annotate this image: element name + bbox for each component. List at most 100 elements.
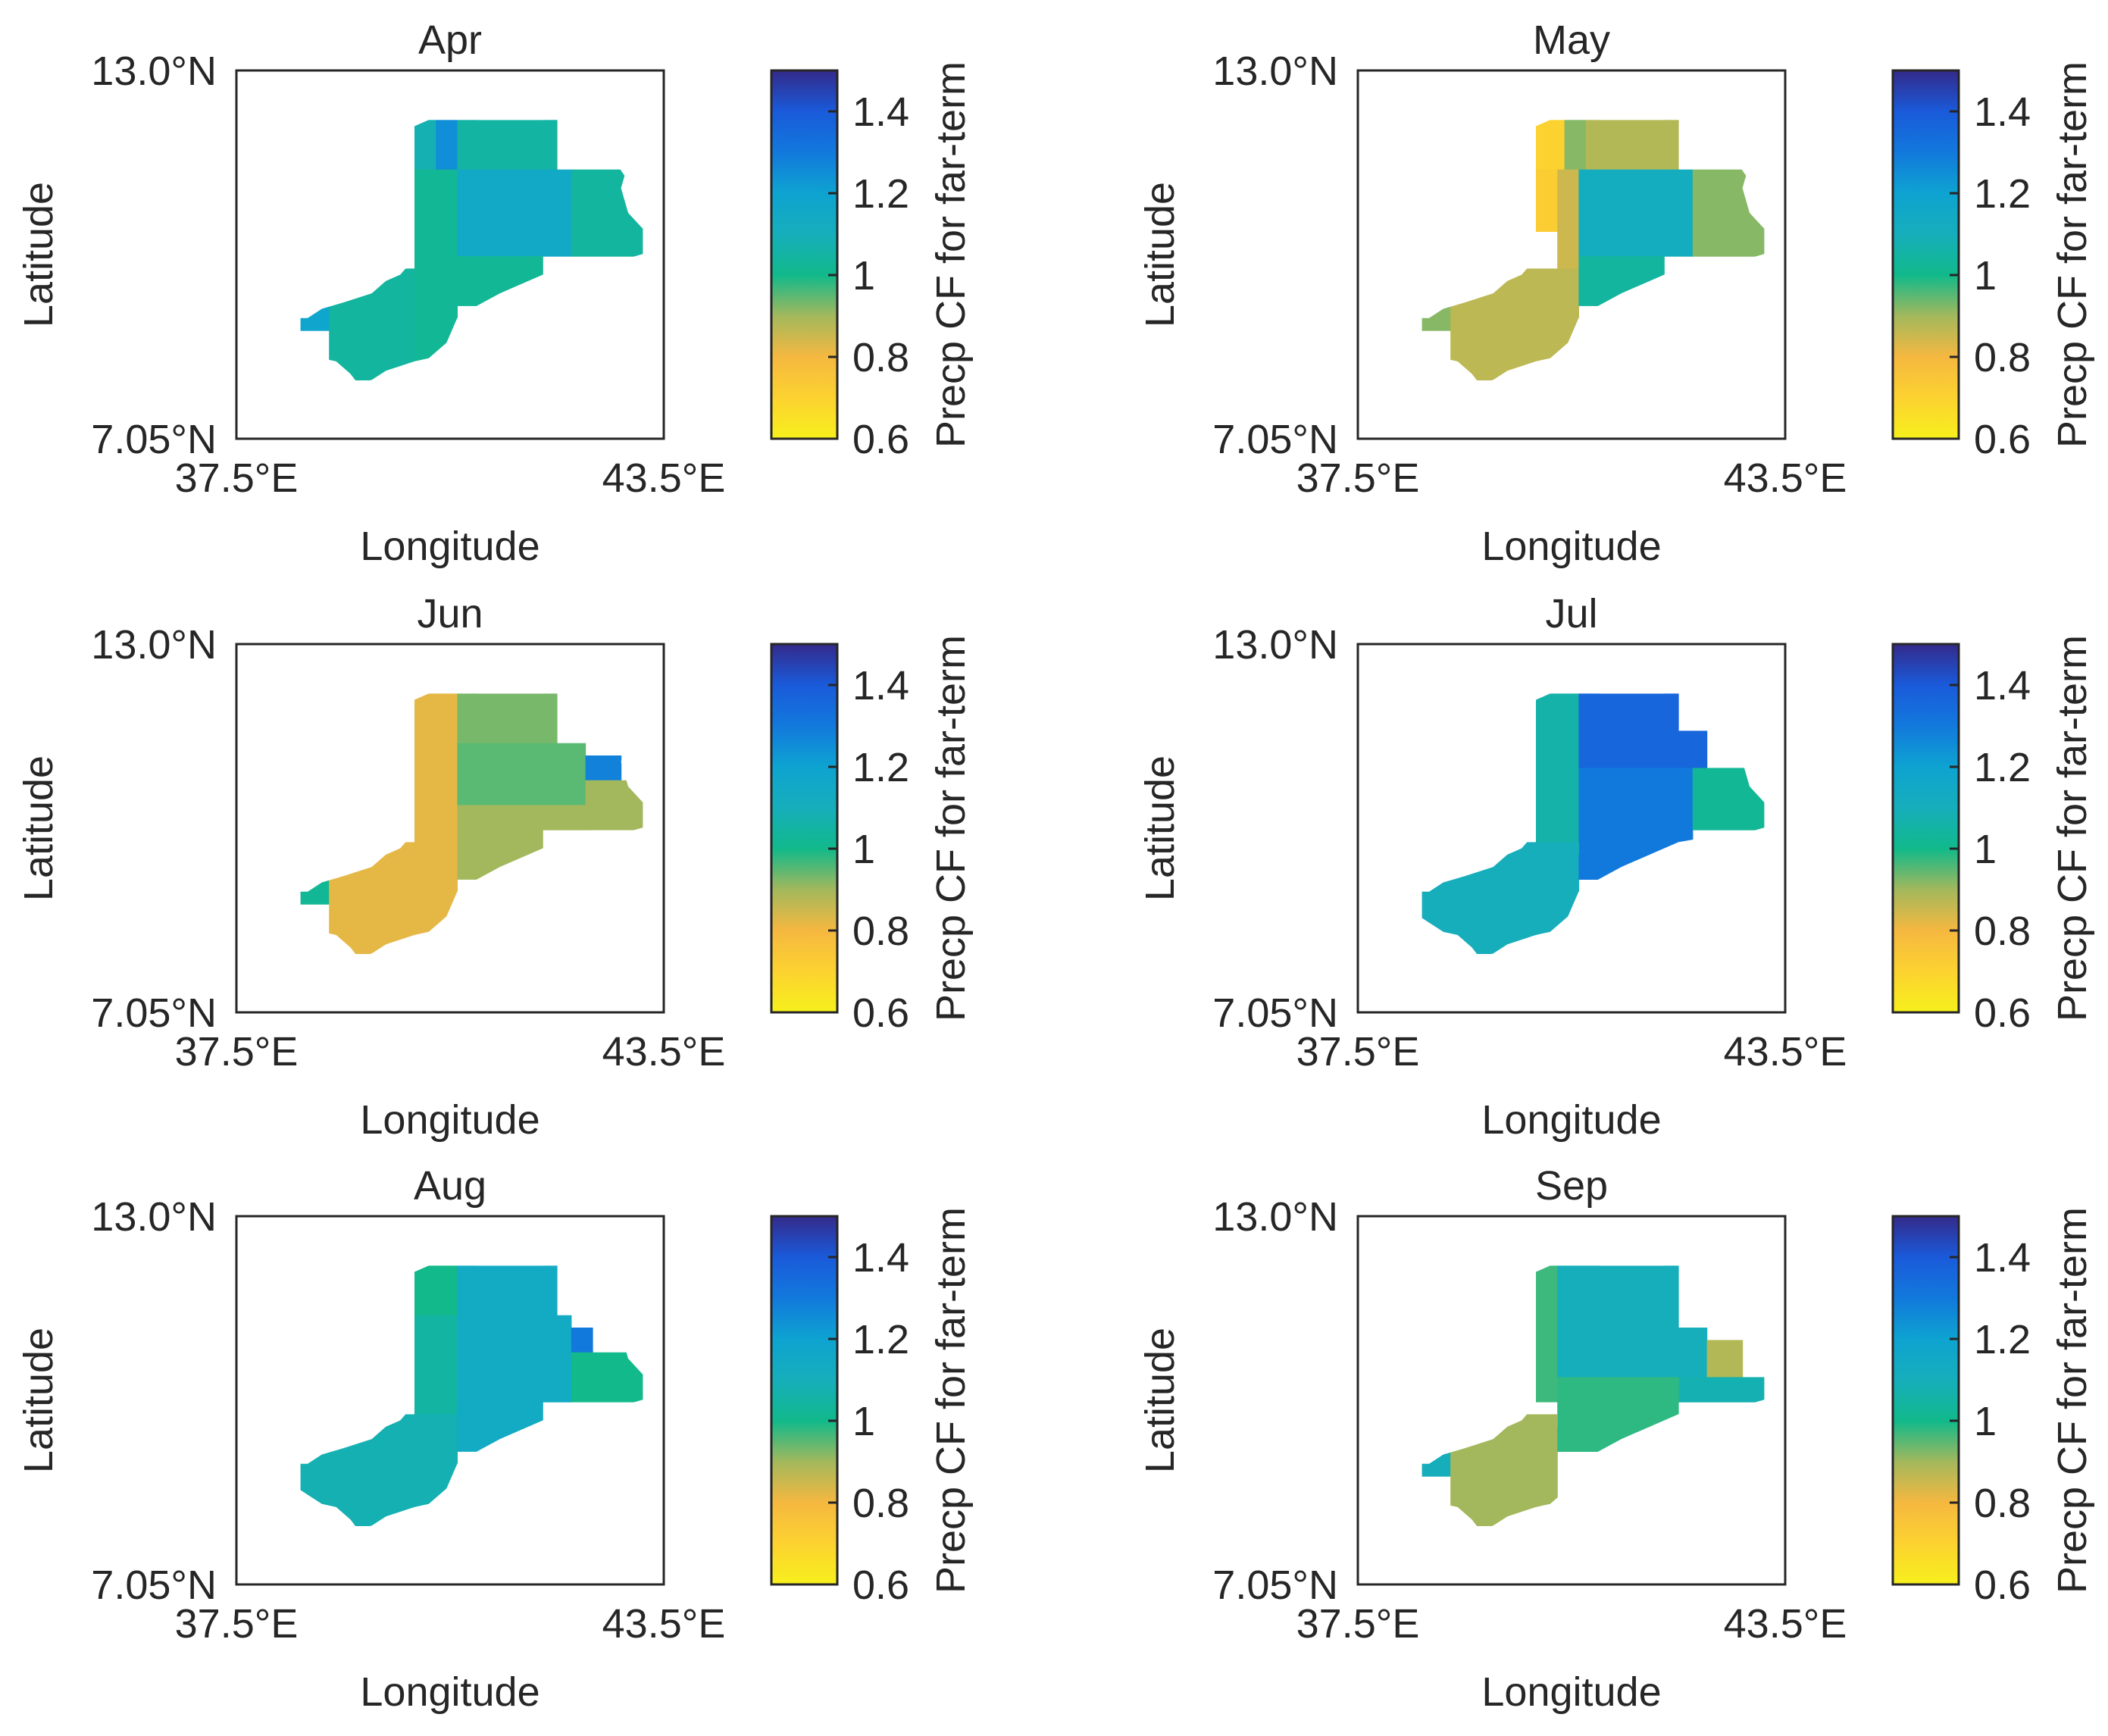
axes-box [1356, 643, 1787, 1014]
x-axis-label: Longitude [360, 1669, 540, 1715]
colorbar-tick-label: 0.6 [1974, 990, 2031, 1036]
x-tick-right: 43.5°E [602, 455, 726, 501]
map-panel-jul: Jul 13.0°N 7.05°N37.5°E 43.5°E Longitude Lati… [1137, 591, 2095, 1143]
y-axis-label: Latitude [1137, 182, 1183, 327]
grid-cell-1 [436, 120, 458, 170]
colorbar-gradient [1891, 69, 1960, 440]
basin-cells [1421, 1265, 1765, 1526]
colorbar-tick-label: 1.4 [1974, 1235, 2031, 1281]
panel-title: Aug [414, 1163, 486, 1209]
grid-cell-4 [571, 1328, 593, 1353]
colorbar-label: Precp CF for far-term [2050, 1207, 2095, 1594]
grid-cell-1 [1564, 120, 1587, 170]
y-tick-bottom: 7.05°N [91, 417, 217, 462]
colorbar-gradient [770, 69, 839, 440]
grid-cell-3 [457, 1315, 572, 1403]
colorbar-gradient [770, 643, 839, 1014]
colorbar-tick-label: 1 [852, 1399, 875, 1444]
panel-title: Apr [418, 17, 482, 63]
grid-cell-3 [1578, 768, 1694, 855]
map-panel-aug: Aug 13.0°N 7.05°N37.5°E 43.5°E Longitude Lati… [16, 1163, 974, 1715]
colorbar-tick-label: 1.2 [1974, 1317, 2031, 1362]
colorbar-tick-label: 1.2 [852, 1317, 909, 1362]
grid-cell-2 [457, 743, 586, 805]
panel-title: Jul [1545, 591, 1597, 637]
grid-cell-4 [457, 169, 572, 257]
colorbar-tick-label: 0.6 [1974, 417, 2031, 462]
colorbar-gradient [1891, 1215, 1960, 1586]
axes-box [1356, 1215, 1787, 1586]
x-axis-label: Longitude [1481, 1097, 1661, 1143]
colorbar-tick-label: 0.8 [852, 1481, 909, 1526]
y-axis-label: Latitude [1137, 1328, 1183, 1473]
colorbar-tick-label: 1.4 [1974, 89, 2031, 135]
map-panel-may: May 13.0°N 7.05°N37.5°E 43.5°E Longitude Lati… [1137, 17, 2095, 569]
y-tick-bottom: 7.05°N [91, 1562, 217, 1608]
grid-cell-4 [1678, 1377, 1765, 1403]
y-tick-bottom: 7.05°N [1212, 417, 1338, 462]
colorbar: 0.6 0.8 1 1.2 1.4 Precp CF for far-term [1891, 61, 2095, 462]
grid-cell-3 [1706, 1340, 1744, 1378]
colorbar-tick-label: 0.8 [1974, 335, 2031, 380]
colorbar-tick-label: 0.8 [852, 909, 909, 954]
colorbar-tick-label: 0.6 [852, 417, 909, 462]
colorbar-label: Precp CF for far-term [2050, 61, 2095, 448]
x-axis-label: Longitude [1481, 524, 1661, 569]
colorbar-tick-label: 1.2 [1974, 171, 2031, 217]
grid-cell-2 [1678, 730, 1708, 768]
y-tick-top: 13.0°N [1212, 622, 1338, 668]
x-axis-label: Longitude [1481, 1669, 1661, 1715]
x-tick-left: 37.5°E [1296, 455, 1420, 501]
map-panel-sep: Sep 13.0°N 7.05°N37.5°E 43.5°E Longitude Lati… [1137, 1163, 2095, 1715]
colorbar-tick-label: 0.8 [852, 335, 909, 380]
colorbar-tick-label: 1.2 [852, 171, 909, 217]
grid-cell-1 [457, 1265, 558, 1316]
grid-cell-2 [457, 120, 558, 170]
grid-cell-2 [1557, 1328, 1708, 1378]
colorbar-label: Precp CF for far-term [928, 61, 974, 448]
grid-cell-3 [585, 755, 622, 781]
colorbar-tick-label: 1.4 [852, 89, 909, 135]
axes-box [235, 69, 665, 440]
grid-cell-5 [1557, 1377, 1679, 1428]
colorbar-tick-label: 1 [1974, 1399, 1997, 1444]
axes-box [235, 1215, 665, 1586]
colorbar-gradient [1891, 643, 1960, 1014]
grid-cell-3 [1536, 169, 1558, 232]
grid-cell-0 [1536, 120, 1565, 170]
colorbar-label: Precp CF for far-term [928, 1207, 974, 1594]
colorbar-label: Precp CF for far-term [2050, 635, 2095, 1021]
panel-title: Jun [417, 591, 483, 637]
y-tick-top: 13.0°N [91, 48, 217, 94]
colorbar-tick-label: 1.4 [1974, 663, 2031, 708]
map-panel-apr: Apr 13.0°N 7.05°N37.5°E 43.5°E Longitude Lati… [16, 17, 974, 569]
colorbar-tick-label: 1 [1974, 253, 1997, 299]
grid-cell-4 [1557, 169, 1579, 269]
y-tick-bottom: 7.05°N [1212, 990, 1338, 1036]
grid-cell-3 [414, 169, 458, 269]
colorbar-tick-label: 1 [852, 827, 875, 872]
axes-box [235, 643, 665, 1014]
x-tick-left: 37.5°E [175, 1601, 299, 1647]
grid-cell-1 [1557, 1265, 1679, 1328]
y-axis-label: Latitude [1137, 755, 1183, 901]
grid-cell-0 [1536, 1265, 1558, 1403]
y-tick-top: 13.0°N [1212, 1194, 1338, 1240]
axes-box [1356, 69, 1787, 440]
colorbar: 0.6 0.8 1 1.2 1.4 Precp CF for far-term [770, 635, 974, 1036]
colorbar-tick-label: 1.4 [852, 663, 909, 708]
y-axis-label: Latitude [16, 1328, 61, 1473]
colorbar-tick-label: 0.6 [852, 1562, 909, 1608]
colorbar-tick-label: 1 [1974, 827, 1997, 872]
map-panel-jun: Jun 13.0°N 7.05°N37.5°E 43.5°E Longitude Lati… [16, 591, 974, 1143]
colorbar-tick-label: 0.6 [852, 990, 909, 1036]
colorbar: 0.6 0.8 1 1.2 1.4 Precp CF for far-term [770, 61, 974, 462]
x-tick-right: 43.5°E [1724, 1029, 1847, 1074]
x-tick-left: 37.5°E [175, 1029, 299, 1074]
colorbar: 0.6 0.8 1 1.2 1.4 Precp CF for far-term [770, 1207, 974, 1608]
colorbar-tick-label: 0.8 [1974, 909, 2031, 954]
grid-cell-0 [414, 1265, 458, 1316]
x-tick-right: 43.5°E [602, 1601, 726, 1647]
colorbar-tick-label: 1.2 [852, 745, 909, 790]
